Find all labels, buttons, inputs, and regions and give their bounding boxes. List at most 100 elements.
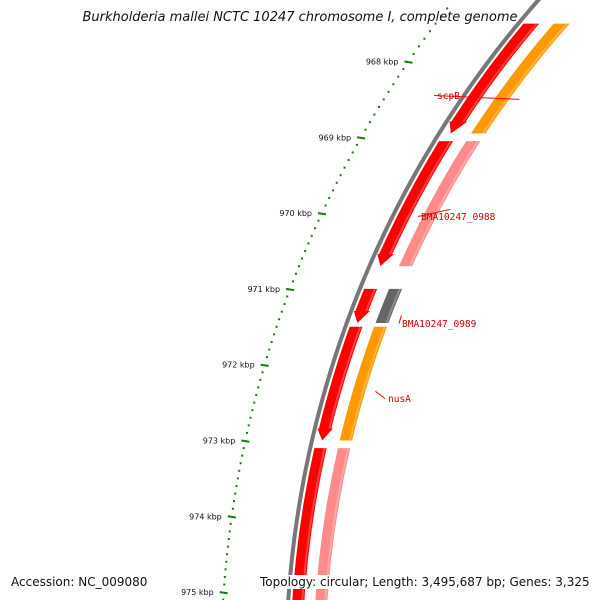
minor-tick bbox=[314, 227, 317, 230]
minor-tick bbox=[297, 265, 300, 268]
minor-tick bbox=[364, 128, 367, 131]
minor-tick bbox=[368, 121, 371, 124]
cds-arrow bbox=[449, 23, 540, 134]
minor-tick bbox=[222, 598, 225, 600]
minor-tick bbox=[268, 348, 271, 351]
minor-tick bbox=[246, 431, 249, 434]
minor-tick bbox=[343, 166, 346, 169]
minor-tick bbox=[310, 234, 313, 237]
minor-tick bbox=[224, 568, 227, 571]
minor-tick bbox=[247, 424, 250, 427]
minor-tick bbox=[273, 333, 276, 336]
minor-tick bbox=[347, 159, 350, 162]
major-tick bbox=[260, 363, 269, 367]
minor-tick bbox=[428, 30, 431, 33]
minor-tick bbox=[351, 151, 354, 154]
gene-label: BMA10247_0989 bbox=[402, 319, 477, 330]
minor-tick bbox=[270, 340, 273, 343]
minor-tick bbox=[249, 416, 252, 419]
cds-arrow bbox=[292, 448, 327, 600]
minor-tick bbox=[423, 37, 426, 40]
ruler-tick-label: 972 kbp bbox=[222, 361, 255, 370]
minor-tick bbox=[382, 98, 385, 101]
genome-summary: Topology: circular; Length: 3,495,687 bp… bbox=[258, 575, 592, 589]
minor-tick bbox=[233, 500, 236, 503]
minor-tick bbox=[234, 492, 237, 495]
gene-segment-highlight bbox=[349, 326, 386, 441]
ruler-tick-label: 975 kbp bbox=[181, 588, 214, 597]
cds-arrow bbox=[317, 326, 363, 441]
gene-segment-highlight bbox=[385, 288, 401, 324]
gene-segment bbox=[375, 288, 403, 324]
gene-segment bbox=[315, 448, 351, 600]
minor-tick bbox=[235, 484, 238, 487]
ruler-tick-label: 970 kbp bbox=[279, 209, 312, 218]
major-tick bbox=[219, 591, 228, 595]
gene-segment bbox=[471, 23, 570, 134]
accession-text: Accession: NC_009080 bbox=[9, 575, 150, 589]
major-tick bbox=[356, 136, 366, 140]
cds-arrow bbox=[377, 141, 454, 267]
minor-tick bbox=[301, 257, 304, 260]
minor-tick bbox=[229, 522, 232, 525]
minor-tick bbox=[239, 462, 242, 465]
minor-tick bbox=[402, 68, 405, 71]
ruler-tick-label: 973 kbp bbox=[203, 437, 236, 446]
gene-label: scpB bbox=[437, 91, 460, 102]
ruler-tick-label: 969 kbp bbox=[319, 133, 352, 142]
minor-tick bbox=[231, 507, 234, 510]
minor-tick bbox=[238, 469, 241, 472]
minor-tick bbox=[251, 409, 254, 412]
minor-tick bbox=[253, 401, 256, 404]
cds-arrow-highlight bbox=[389, 140, 452, 255]
minor-tick bbox=[446, 7, 449, 10]
gene-segment-highlight bbox=[482, 22, 568, 135]
minor-tick bbox=[280, 310, 283, 313]
minor-tick bbox=[242, 447, 245, 450]
major-tick bbox=[404, 60, 413, 64]
minor-tick bbox=[324, 204, 327, 207]
minor-tick bbox=[397, 75, 400, 78]
ruler-tick-label: 968 kbp bbox=[366, 58, 399, 67]
gene-label: BMA10247_0988 bbox=[421, 212, 496, 223]
minor-tick bbox=[228, 530, 231, 533]
minor-tick bbox=[291, 280, 294, 283]
minor-tick bbox=[255, 394, 258, 397]
minor-tick bbox=[304, 250, 307, 252]
map-title: Burkholderia mallei NCTC 10247 chromosom… bbox=[82, 10, 518, 25]
minor-tick bbox=[373, 113, 376, 116]
minor-tick bbox=[286, 295, 289, 298]
label-leader bbox=[433, 95, 520, 100]
minor-tick bbox=[225, 560, 228, 563]
minor-tick bbox=[355, 143, 358, 146]
label-leader bbox=[375, 390, 386, 399]
minor-tick bbox=[331, 189, 334, 192]
gene-segment bbox=[339, 326, 387, 441]
ruler-tick-label: 974 kbp bbox=[189, 512, 222, 521]
major-tick bbox=[241, 439, 250, 443]
minor-tick bbox=[226, 545, 229, 548]
major-tick bbox=[227, 515, 236, 519]
minor-tick bbox=[275, 325, 278, 328]
major-tick bbox=[317, 212, 327, 216]
minor-tick bbox=[378, 105, 381, 108]
minor-tick bbox=[328, 196, 331, 199]
gene-label: nusA bbox=[388, 394, 411, 405]
minor-tick bbox=[257, 386, 260, 389]
minor-tick bbox=[283, 303, 286, 306]
cds-arrow-highlight bbox=[462, 22, 538, 123]
minor-tick bbox=[226, 553, 229, 556]
genome-backbone bbox=[286, 0, 542, 600]
cds-arrow-highlight bbox=[365, 288, 376, 312]
minor-tick bbox=[261, 371, 264, 374]
label-leader bbox=[398, 315, 402, 324]
minor-tick bbox=[307, 242, 310, 245]
minor-tick bbox=[241, 454, 244, 457]
minor-tick bbox=[335, 181, 338, 184]
gene-segment bbox=[398, 141, 481, 267]
minor-tick bbox=[434, 22, 437, 25]
minor-tick bbox=[265, 356, 268, 359]
minor-tick bbox=[412, 52, 415, 55]
minor-tick bbox=[392, 83, 395, 86]
